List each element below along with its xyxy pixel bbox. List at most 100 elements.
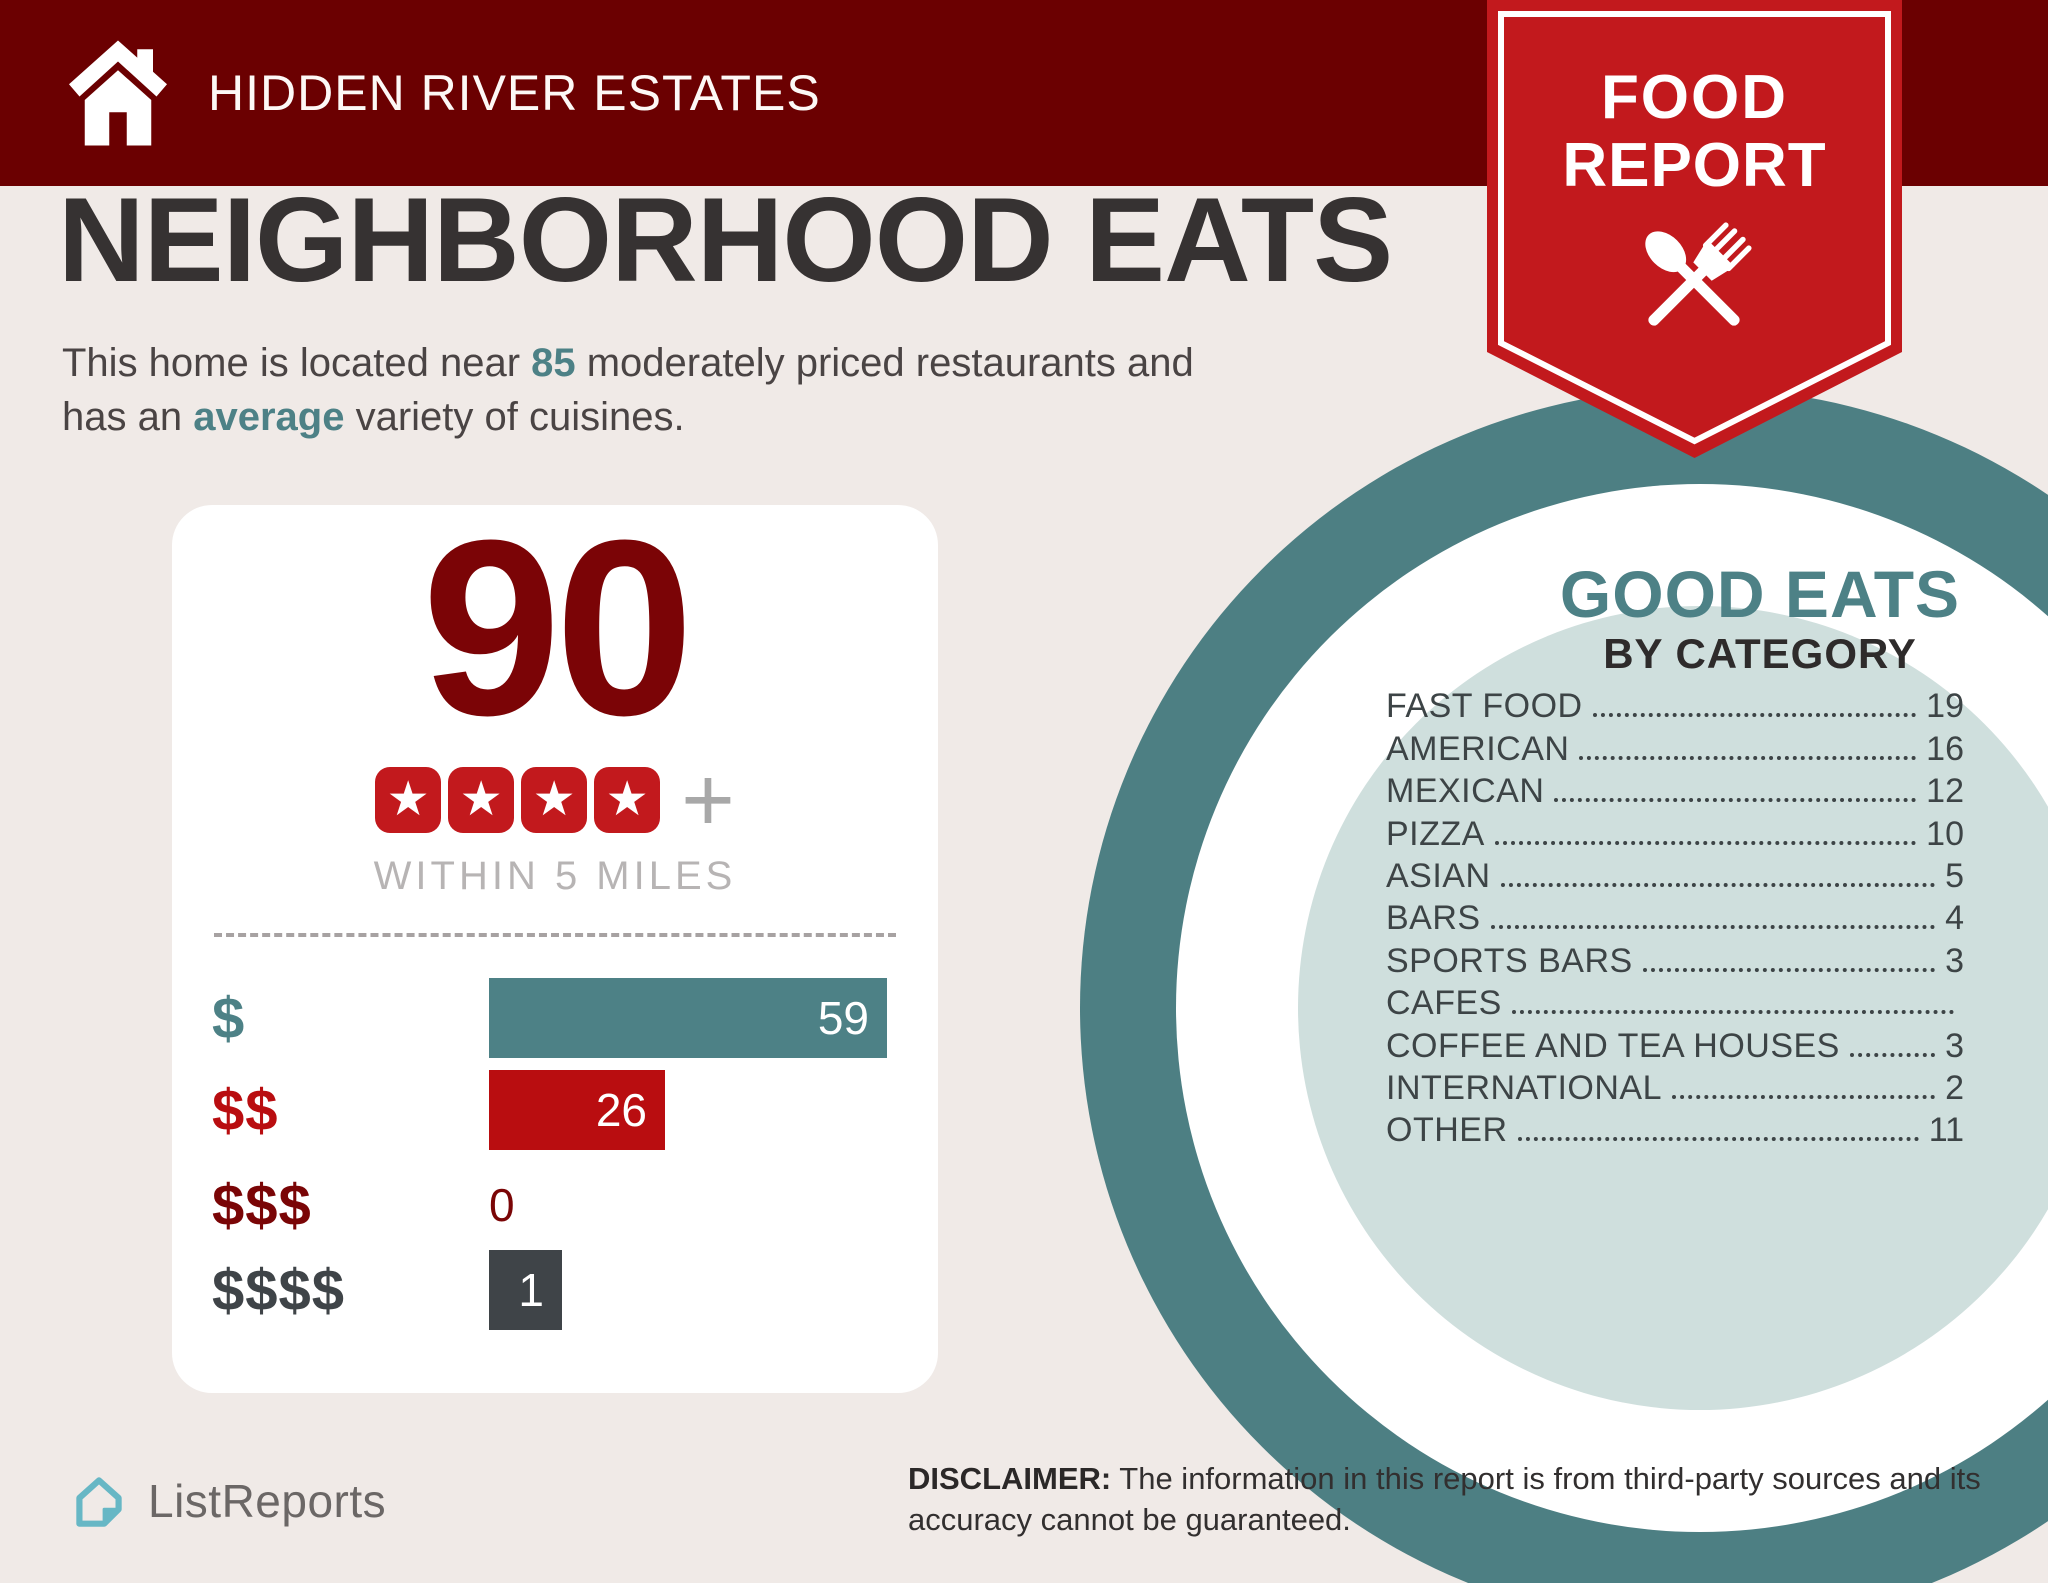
category-row: ASIAN 5 xyxy=(1386,854,1964,896)
dot-leader xyxy=(1554,798,1917,803)
dot-leader xyxy=(1511,1010,1954,1015)
category-label: CAFES xyxy=(1386,984,1502,1023)
price-tier-label: $$$$ xyxy=(212,1257,346,1323)
disclaimer-label: DISCLAIMER: xyxy=(908,1461,1112,1496)
price-row-1-dollar: $ 59 xyxy=(212,978,902,1058)
star-glyph: ★ xyxy=(532,773,576,826)
category-label: OTHER xyxy=(1386,1111,1508,1150)
price-row-2-dollar: $$ 26 xyxy=(212,1070,902,1150)
disclaimer-text-line2: accuracy cannot be guaranteed. xyxy=(908,1502,1351,1537)
category-label: AMERICAN xyxy=(1386,729,1570,768)
disclaimer: DISCLAIMER: The information in this repo… xyxy=(908,1458,2038,1540)
category-row: OTHER 11 xyxy=(1386,1108,1964,1150)
dot-leader xyxy=(1490,925,1936,930)
disclaimer-text-line1: The information in this report is from t… xyxy=(1111,1461,1981,1496)
price-tier-label: $$$ xyxy=(212,1172,312,1238)
star-glyph: ★ xyxy=(605,773,649,826)
page-subtitle: This home is located near 85 moderately … xyxy=(62,336,1194,444)
ribbon-shape xyxy=(1487,0,1902,458)
category-label: COFFEE AND TEA HOUSES xyxy=(1386,1026,1840,1065)
category-value: 16 xyxy=(1926,729,1964,768)
category-value: 12 xyxy=(1926,772,1964,811)
category-label: BARS xyxy=(1386,899,1481,938)
category-label: INTERNATIONAL xyxy=(1386,1068,1663,1107)
dot-leader xyxy=(1642,967,1936,972)
category-row: PIZZA 10 xyxy=(1386,811,1964,853)
category-label: SPORTS BARS xyxy=(1386,941,1633,980)
category-row: COFFEE AND TEA HOUSES 3 xyxy=(1386,1023,1964,1065)
price-row-3-dollar: $$$ 0 xyxy=(212,1165,902,1245)
page-title: NEIGHBORHOOD EATS xyxy=(58,173,1393,307)
category-value: 3 xyxy=(1945,941,1964,980)
dashed-divider xyxy=(214,933,896,937)
ribbon-title-line2: REPORT xyxy=(1562,131,1827,200)
dot-leader xyxy=(1849,1052,1936,1057)
category-row: AMERICAN 16 xyxy=(1386,726,1964,768)
home-icon xyxy=(69,40,167,146)
plus-icon: + xyxy=(681,749,735,851)
category-label: ASIAN xyxy=(1386,856,1491,895)
dot-leader xyxy=(1672,1094,1936,1099)
category-label: PIZZA xyxy=(1386,814,1485,853)
bar-zone: 0 xyxy=(489,1165,902,1245)
category-row: CAFES xyxy=(1386,981,1964,1023)
subtitle-text: This home is located near xyxy=(62,341,532,385)
dot-leader xyxy=(1579,755,1917,760)
price-bar-value: 26 xyxy=(595,1084,647,1136)
star-icon: ★ xyxy=(448,767,515,833)
score-card: 90 ★ ★ ★ ★ + WITHIN 5 MILES $ 59 $$ 26 $… xyxy=(172,496,938,1393)
category-value: 4 xyxy=(1945,899,1964,938)
category-value: 10 xyxy=(1926,814,1964,853)
dot-leader xyxy=(1500,882,1936,887)
category-value: 2 xyxy=(1945,1068,1964,1107)
category-value: 11 xyxy=(1928,1111,1964,1150)
category-list: FAST FOOD 19 AMERICAN 16 MEXICAN 12 PIZZ… xyxy=(1386,684,1964,1150)
category-value: 5 xyxy=(1945,856,1964,895)
subtitle-line2: has an average variety of cuisines. xyxy=(62,390,1194,444)
category-row: FAST FOOD 19 xyxy=(1386,684,1964,726)
star-rating: ★ ★ ★ ★ + xyxy=(172,749,938,851)
price-bar-value: 1 xyxy=(518,1264,544,1316)
category-row: MEXICAN 12 xyxy=(1386,769,1964,811)
bar-zone: 26 xyxy=(489,1070,902,1150)
dot-leader xyxy=(1517,1137,1919,1142)
star-glyph: ★ xyxy=(386,773,430,826)
price-row-4-dollar: $$$$ 1 xyxy=(212,1250,902,1330)
category-row: INTERNATIONAL 2 xyxy=(1386,1066,1964,1108)
neighborhood-name: HIDDEN RIVER ESTATES xyxy=(208,65,821,121)
good-eats-title: GOOD EATS xyxy=(1559,557,1961,631)
star-icon: ★ xyxy=(375,767,442,833)
ribbon-title-line1: FOOD xyxy=(1600,63,1789,132)
spoon-fork-icon xyxy=(1645,222,1752,326)
star-glyph: ★ xyxy=(459,773,503,826)
variety-rating: average xyxy=(193,395,345,439)
good-eats-circle xyxy=(1080,388,2048,1583)
category-value: 19 xyxy=(1926,687,1964,726)
dot-leader xyxy=(1494,840,1917,845)
food-report-ribbon: FOOD REPORT xyxy=(1487,0,1902,458)
price-bar: 1 xyxy=(489,1250,562,1330)
bar-zone: 59 xyxy=(489,978,902,1058)
price-bar: 59 xyxy=(489,978,887,1058)
category-row: SPORTS BARS 3 xyxy=(1386,938,1964,980)
price-tier-label: $ xyxy=(212,985,246,1051)
dot-leader xyxy=(1592,713,1917,718)
restaurant-count: 85 xyxy=(531,341,576,385)
price-bar-value: 59 xyxy=(817,992,869,1044)
subtitle-line1: This home is located near 85 moderately … xyxy=(62,336,1194,390)
listreports-wordmark: ListReports xyxy=(148,1475,387,1527)
subtitle-text: moderately priced restaurants and xyxy=(575,341,1194,385)
category-label: MEXICAN xyxy=(1386,772,1545,811)
good-eats-subtitle: BY CATEGORY xyxy=(1603,630,1917,677)
price-zero-value: 0 xyxy=(489,1179,515,1231)
radius-label: WITHIN 5 MILES xyxy=(373,854,737,898)
listreports-logo: ListReports xyxy=(66,1468,386,1534)
food-score: 90 xyxy=(421,488,694,767)
star-icon: ★ xyxy=(594,767,661,833)
price-bar: 26 xyxy=(489,1070,665,1150)
category-value: 3 xyxy=(1945,1026,1964,1065)
price-tier-label: $$ xyxy=(212,1077,279,1143)
subtitle-text: has an xyxy=(62,395,194,439)
category-row: BARS 4 xyxy=(1386,896,1964,938)
bar-zone: 1 xyxy=(489,1250,902,1330)
